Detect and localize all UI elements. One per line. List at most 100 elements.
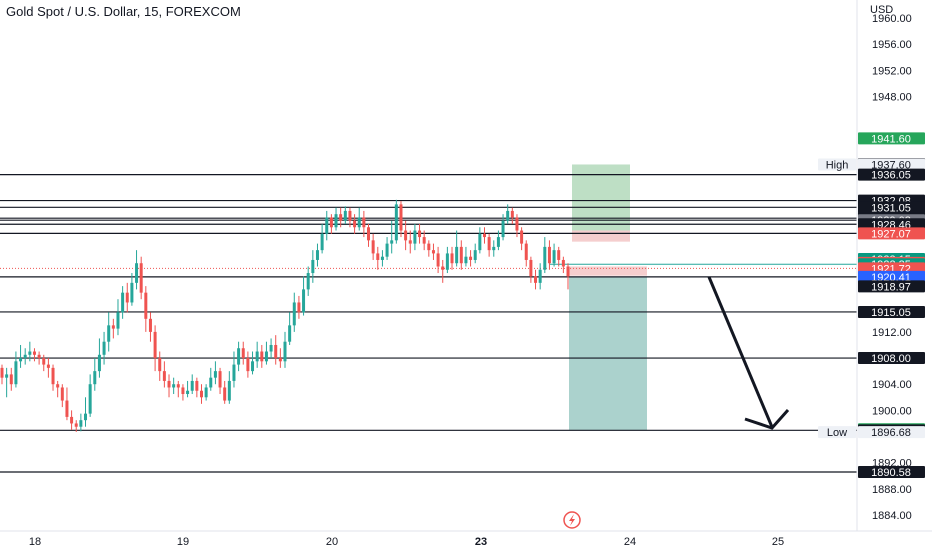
- candle-body: [46, 364, 50, 368]
- candle-body: [348, 210, 352, 221]
- time-axis: 18 19 20 23 24 25: [0, 530, 932, 548]
- candle: [385, 237, 389, 260]
- candle: [390, 220, 394, 254]
- price-tag-value: 1927.07: [871, 228, 911, 240]
- price-tag-bg: [858, 227, 925, 240]
- candle: [376, 246, 380, 270]
- candle-body: [436, 253, 440, 267]
- candle: [56, 380, 60, 398]
- candle: [37, 351, 41, 365]
- candle-body: [371, 240, 375, 254]
- candle-body: [478, 233, 482, 251]
- candle-body: [547, 246, 551, 264]
- candle-body: [408, 240, 412, 244]
- candle-body: [427, 243, 431, 251]
- candle-body: [14, 361, 18, 385]
- candle: [227, 371, 231, 404]
- candle-body: [329, 217, 333, 228]
- candle: [478, 227, 482, 254]
- candle: [278, 348, 282, 368]
- candle: [255, 341, 259, 368]
- candle-body: [413, 230, 417, 244]
- candle: [162, 361, 166, 388]
- candle: [218, 367, 222, 395]
- candle: [65, 387, 69, 421]
- price-tick-label: 1956.00: [872, 39, 912, 51]
- candle-body: [506, 210, 510, 221]
- candle: [325, 210, 329, 241]
- candle: [264, 341, 268, 365]
- candle-body: [19, 358, 23, 362]
- candle: [496, 230, 500, 251]
- candle-body: [278, 358, 282, 362]
- candle-body: [32, 351, 36, 355]
- price-tag: 1931.05: [858, 201, 925, 214]
- candle-body: [418, 230, 422, 238]
- candle: [501, 214, 505, 241]
- candle: [469, 250, 473, 267]
- candle: [329, 214, 333, 234]
- candle-body: [524, 243, 528, 260]
- price-tag-value: 1941.60: [871, 133, 911, 145]
- candle-body: [88, 384, 92, 414]
- candle: [348, 207, 352, 228]
- candle: [60, 384, 64, 408]
- candle: [283, 331, 287, 368]
- candle-body: [232, 364, 236, 381]
- candle: [195, 377, 199, 398]
- candle: [320, 223, 324, 254]
- candle: [237, 341, 241, 372]
- price-tag-label: Low: [827, 427, 847, 439]
- candle: [172, 377, 176, 395]
- price-tag: 1896.68 Low: [818, 426, 925, 439]
- candle-body: [320, 233, 324, 251]
- candle: [111, 318, 115, 339]
- candle: [380, 250, 384, 267]
- candle-body: [255, 351, 259, 362]
- candle-body: [543, 246, 547, 270]
- candle-body: [376, 253, 380, 260]
- candle: [14, 351, 18, 388]
- candle-body: [487, 237, 491, 251]
- candle: [9, 367, 13, 391]
- candle: [167, 374, 171, 398]
- price-tick-label: 1884.00: [872, 510, 912, 522]
- candle: [209, 367, 213, 391]
- candle-body: [111, 325, 115, 329]
- candle-body: [28, 351, 32, 355]
- candle: [306, 266, 310, 296]
- candle: [404, 220, 408, 251]
- price-tag-value: 1890.58: [871, 467, 911, 479]
- candle-body: [264, 351, 268, 362]
- candle: [492, 240, 496, 257]
- candle: [311, 250, 315, 283]
- candle-body: [390, 240, 394, 244]
- time-tick-label: 24: [624, 536, 636, 548]
- price-tag: 1908.00: [858, 352, 925, 365]
- chart-title: Gold Spot / U.S. Dollar, 15, FOREXCOM: [6, 4, 241, 19]
- stop-zone: [572, 230, 630, 242]
- price-tag: 1936.05: [858, 168, 925, 182]
- candle: [339, 207, 343, 228]
- candle: [362, 210, 366, 238]
- candle-body: [218, 371, 222, 388]
- price-tag-bg: [858, 280, 925, 293]
- candle: [153, 325, 157, 372]
- candle: [353, 214, 357, 234]
- candle-body: [176, 384, 180, 388]
- candle-body: [167, 380, 171, 388]
- candle-body: [445, 253, 449, 270]
- candle: [427, 240, 431, 257]
- candle-body: [23, 354, 27, 359]
- candle: [97, 338, 101, 378]
- trade-zones: [0, 164, 857, 430]
- candle-body: [199, 390, 203, 398]
- candle: [251, 351, 255, 375]
- candle-body: [552, 250, 556, 264]
- candle-body: [172, 384, 176, 388]
- candle: [199, 384, 203, 404]
- price-tag-bg: [858, 305, 925, 318]
- candle-body: [510, 210, 514, 218]
- price-tick-label: 1948.00: [872, 91, 912, 103]
